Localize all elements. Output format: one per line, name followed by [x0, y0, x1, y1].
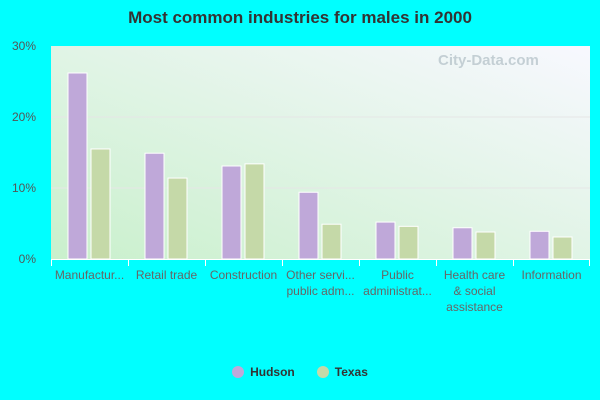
x-tick-label: Retail trade: [136, 268, 198, 282]
bar-hudson: [375, 221, 396, 260]
plot-area: [51, 46, 590, 259]
bar-texas: [475, 231, 496, 260]
bar-texas: [167, 177, 188, 260]
x-tick-label: Construction: [210, 268, 277, 282]
bar-hudson: [221, 165, 242, 260]
x-tick-label: Information: [521, 268, 581, 282]
y-tick-label: 20%: [12, 110, 36, 124]
bar-hudson: [298, 191, 319, 260]
legend-item-hudson[interactable]: Hudson: [232, 365, 295, 379]
x-tick-label: Public: [381, 268, 414, 282]
x-tick-label: & social: [453, 284, 495, 298]
legend: Hudson Texas: [0, 365, 600, 379]
legend-swatch-hudson: [232, 366, 245, 378]
watermark: City-Data.com: [438, 52, 539, 69]
x-tick-label: Other servi...: [286, 268, 355, 282]
bar-texas: [244, 163, 265, 260]
x-tick-label: assistance: [446, 300, 503, 314]
x-tick-label: public adm...: [286, 284, 354, 298]
x-tick-label: Health care: [444, 268, 506, 282]
bar-texas: [552, 236, 573, 260]
bar-hudson: [529, 230, 550, 260]
legend-label: Hudson: [250, 365, 295, 379]
y-tick-label: 0%: [19, 252, 37, 266]
bar-texas: [321, 223, 342, 260]
x-tick-label: Manufactur...: [55, 268, 124, 282]
chart-title: Most common industries for males in 2000: [128, 8, 472, 27]
bar-hudson: [144, 152, 165, 260]
y-tick-label: 30%: [12, 39, 36, 53]
legend-label: Texas: [334, 365, 368, 379]
x-tick-label: administrat...: [363, 284, 432, 298]
bar-hudson: [67, 72, 88, 260]
legend-swatch-texas: [316, 366, 329, 378]
bar-texas: [90, 148, 111, 260]
y-tick-label: 10%: [12, 181, 36, 195]
bar-texas: [398, 225, 419, 260]
bar-hudson: [452, 227, 473, 260]
legend-item-texas[interactable]: Texas: [316, 365, 368, 379]
